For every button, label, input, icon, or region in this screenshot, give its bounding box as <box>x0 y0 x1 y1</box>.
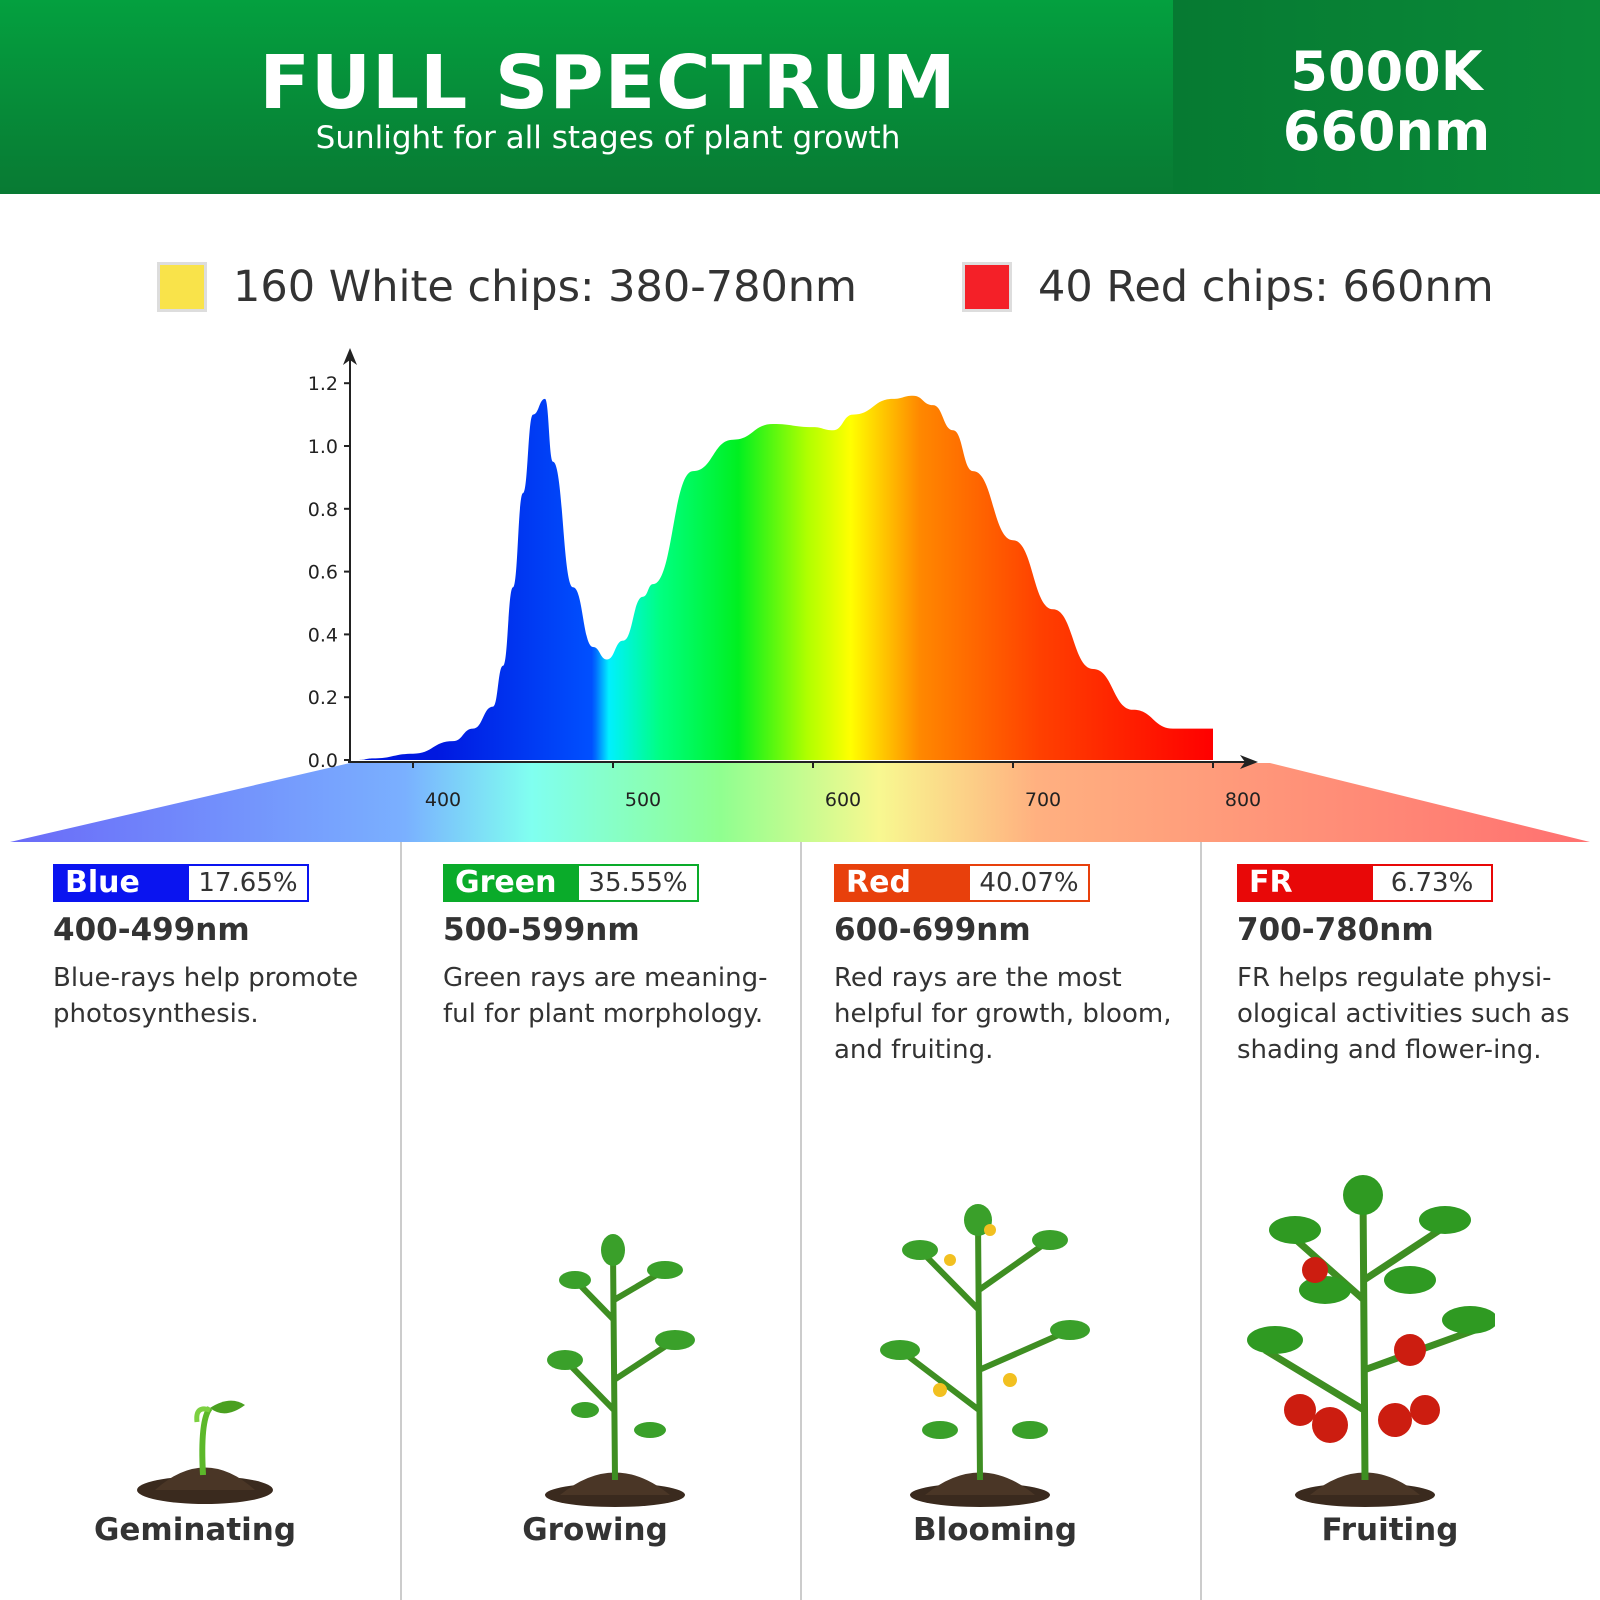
y-tick-label: 0.4 <box>308 624 338 646</box>
y-tick-label: 1.2 <box>308 373 338 395</box>
band-range: 700-780nm <box>1237 912 1434 948</box>
band-name: Red <box>836 866 970 900</box>
legend-label: 160 White chips: 380-780nm <box>233 262 857 312</box>
spec-color-temp: 5000K <box>1290 40 1483 103</box>
spec-wavelength: 660nm <box>1282 100 1491 163</box>
legend-label: 40 Red chips: 660nm <box>1038 262 1494 312</box>
band-badge: Green 35.55% <box>443 864 699 902</box>
band-description: Blue-rays help promote photosynthesis. <box>53 963 359 1029</box>
growth-stage-label: Growing <box>522 1512 668 1548</box>
band-range: 600-699nm <box>834 912 1031 948</box>
band-range: 400-499nm <box>53 912 250 948</box>
band-description: Green rays are meaning-ful for plant mor… <box>443 963 768 1029</box>
band-badge: Red 40.07% <box>834 864 1090 902</box>
band-name: Green <box>445 866 579 900</box>
column-divider <box>400 842 402 1600</box>
x-axis-arrow-icon <box>1240 755 1258 769</box>
y-tick-label: 0.2 <box>308 687 338 709</box>
band-percent: 35.55% <box>579 866 697 900</box>
band-description: FR helps regulate physi-ological activit… <box>1237 963 1570 1065</box>
y-tick-label: 0.0 <box>308 750 338 772</box>
band-column-blue: Blue 17.65% 400-499nm Blue-rays help pro… <box>53 842 453 1600</box>
band-column-green: Green 35.55% 500-599nm Green rays are me… <box>443 842 843 1600</box>
band-column-fr: FR 6.73% 700-780nm FR helps regulate phy… <box>1237 842 1600 1600</box>
legend-white-chips: 160 White chips: 380-780nm <box>157 262 857 312</box>
x-tick-label: 600 <box>825 789 861 811</box>
band-column-red: Red 40.07% 600-699nm Red rays are the mo… <box>834 842 1234 1600</box>
growth-stage-label: Fruiting <box>1321 1512 1459 1548</box>
band-percent: 40.07% <box>970 866 1088 900</box>
spectrum-band <box>10 763 1590 842</box>
column-divider <box>1200 842 1202 1600</box>
band-badge: Blue 17.65% <box>53 864 309 902</box>
x-tick-label: 400 <box>425 789 461 811</box>
growth-stage-label: Blooming <box>912 1512 1078 1548</box>
page-title: FULL SPECTRUM <box>259 40 957 126</box>
x-tick-label: 500 <box>625 789 661 811</box>
x-tick-label: 700 <box>1025 789 1061 811</box>
band-percent: 6.73% <box>1373 866 1491 900</box>
growth-stage-label: Geminating <box>93 1512 297 1548</box>
white-chip-swatch <box>157 262 207 312</box>
column-divider <box>800 842 802 1600</box>
band-name: Blue <box>55 866 189 900</box>
x-tick-label: 800 <box>1225 789 1261 811</box>
band-percent: 17.65% <box>189 866 307 900</box>
band-name: FR <box>1239 866 1373 900</box>
red-chip-swatch <box>962 262 1012 312</box>
page-subtitle: Sunlight for all stages of plant growth <box>315 120 901 156</box>
band-badge: FR 6.73% <box>1237 864 1493 902</box>
y-tick-label: 0.6 <box>308 562 338 584</box>
y-axis-arrow-icon <box>343 348 357 365</box>
band-range: 500-599nm <box>443 912 640 948</box>
y-tick-label: 1.0 <box>308 436 338 458</box>
spectrum-area <box>359 395 1213 760</box>
y-tick-label: 0.8 <box>308 499 338 521</box>
spec-panel <box>1173 0 1600 194</box>
legend-red-chips: 40 Red chips: 660nm <box>962 262 1494 312</box>
band-description: Red rays are the most helpful for growth… <box>834 963 1172 1065</box>
spectrum-chart: 0.0 0.2 0.4 0.6 0.8 1.0 1.2 400 500 600 700 800 <box>10 348 1590 842</box>
